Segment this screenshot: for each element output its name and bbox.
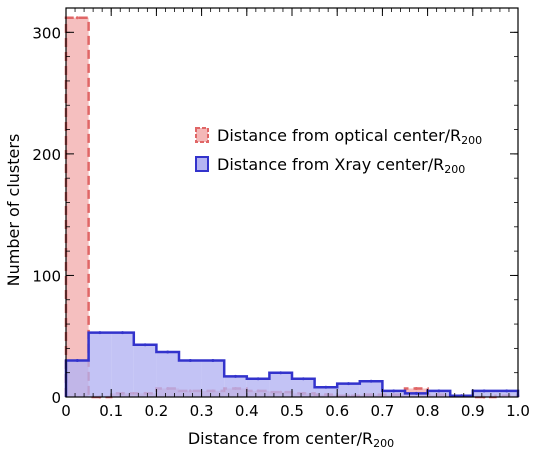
axes: 0 0.1 0.2 0.3 0.4 0.5 0.6 0.7 0.8 0.9 1.0 0 100 200 30… — [32, 7, 530, 420]
bar — [88, 332, 112, 397]
bar — [111, 332, 134, 397]
plot-area — [64, 16, 520, 399]
bar — [224, 376, 247, 397]
x-tick-label: 0 — [61, 402, 71, 420]
bar-marker — [211, 359, 215, 363]
y-tick-label: 100 — [32, 267, 61, 285]
bar-marker — [392, 389, 396, 393]
bar-marker — [414, 386, 418, 390]
bar — [201, 360, 225, 397]
x-tick-label: 0.1 — [99, 402, 123, 420]
bar-marker — [75, 16, 79, 20]
bar — [495, 390, 518, 397]
y-axis-label: Number of clusters — [4, 134, 23, 287]
bar — [179, 360, 202, 397]
legend-swatch-optical — [195, 127, 209, 143]
bar-marker — [234, 374, 237, 378]
bar — [337, 383, 360, 397]
bar — [269, 372, 292, 397]
bar — [292, 378, 315, 397]
bar-marker — [437, 389, 441, 393]
bar-marker — [369, 379, 373, 383]
bar-marker — [98, 331, 102, 335]
bar-marker — [482, 389, 486, 393]
y-tick-label: 0 — [51, 389, 61, 407]
bar — [66, 17, 89, 397]
x-tick-label: 1.0 — [506, 402, 530, 420]
x-tick-label: 0.6 — [325, 402, 349, 420]
x-tick-label: 0.4 — [235, 402, 259, 420]
legend: Distance from optical center/R200 Distan… — [195, 126, 482, 176]
bar — [156, 352, 179, 397]
x-tick-label: 0.9 — [461, 402, 485, 420]
legend-label-optical: Distance from optical center/R200 — [217, 126, 482, 147]
bar-marker — [414, 391, 418, 395]
bar — [246, 378, 270, 397]
bar — [66, 360, 89, 397]
x-tick-label: 0.7 — [370, 402, 394, 420]
bar-marker — [279, 371, 283, 375]
legend-label-xray: Distance from Xray center/R200 — [217, 155, 465, 176]
bar-marker — [324, 385, 328, 389]
y-tick-label: 200 — [32, 146, 61, 164]
bar-marker — [121, 331, 124, 335]
bar-marker — [188, 359, 192, 363]
bar-marker — [75, 359, 79, 363]
bar — [427, 390, 451, 397]
x-tick-label: 0.3 — [190, 402, 214, 420]
x-axis-label: Distance from center/R200 — [188, 429, 394, 450]
bar — [314, 387, 338, 397]
bar-marker — [166, 350, 170, 354]
bar — [133, 344, 157, 397]
x-tick-label: 0.8 — [416, 402, 440, 420]
bar-marker — [505, 389, 509, 393]
bar-marker — [347, 382, 350, 386]
x-tick-label: 0.5 — [280, 402, 304, 420]
bar — [405, 393, 428, 397]
legend-item-optical: Distance from optical center/R200 — [195, 126, 482, 147]
x-tick-label: 0.2 — [144, 402, 168, 420]
bar-marker — [256, 377, 260, 381]
series-1 — [64, 331, 520, 398]
bar — [359, 381, 383, 397]
bar — [382, 390, 405, 397]
legend-item-xray: Distance from Xray center/R200 — [195, 155, 465, 176]
y-tick-label: 300 — [32, 24, 61, 42]
bar — [472, 390, 496, 397]
bar-marker — [143, 343, 147, 347]
legend-swatch-xray — [195, 156, 209, 172]
series-outline — [64, 331, 520, 398]
bar-marker — [301, 377, 305, 381]
